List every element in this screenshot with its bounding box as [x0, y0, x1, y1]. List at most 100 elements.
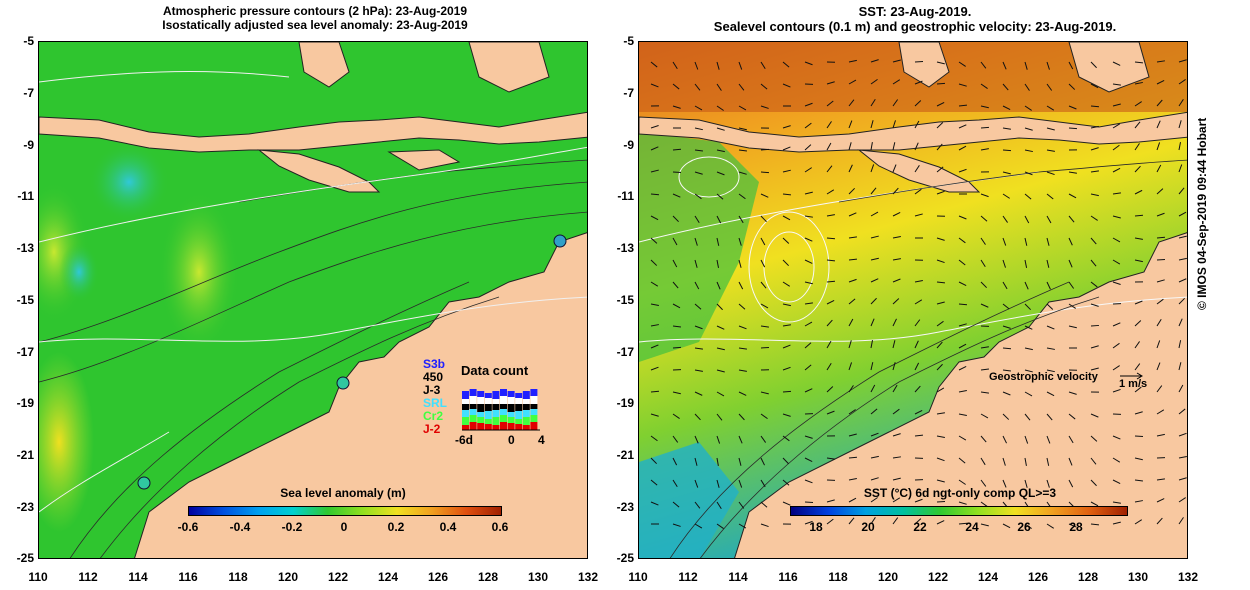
data-count-bar-segment [530, 396, 538, 404]
velocity-arrow [914, 280, 923, 283]
data-count-bar-segment [522, 417, 530, 425]
velocity-arrow [694, 413, 701, 421]
velocity-arrow [848, 385, 854, 393]
cold-water-southwest [639, 442, 739, 558]
velocity-arrow [738, 281, 744, 290]
velocity-arrow [1134, 341, 1140, 349]
velocity-arrow [1178, 211, 1187, 217]
velocity-arrow [716, 479, 720, 488]
velocity-arrow [936, 387, 945, 393]
velocity-arrow [782, 237, 790, 244]
sla-colorbar-label: -0.2 [281, 520, 303, 534]
velocity-arrow [1178, 120, 1182, 129]
velocity-arrow [650, 125, 659, 129]
velocity-arrow [980, 105, 989, 109]
velocity-arrow [936, 143, 943, 151]
velocity-arrow [980, 193, 989, 198]
velocity-arrow [1068, 105, 1077, 110]
data-count-bar-segment [484, 411, 492, 419]
velocity-arrow [958, 343, 967, 349]
data-count-bar-segment [507, 391, 515, 397]
velocity-arrow [1156, 236, 1166, 239]
sla-colorbar-label: 0.6 [491, 520, 509, 534]
velocity-arrow [826, 340, 832, 349]
velocity-arrow [1090, 281, 1098, 288]
velocity-arrow [804, 388, 813, 393]
velocity-arrow [1134, 61, 1144, 64]
velocity-arrow [804, 259, 813, 264]
velocity-arrow [1178, 257, 1187, 261]
velocity-arrow [782, 413, 791, 417]
sea-level-anomaly-map [38, 41, 588, 559]
y-tick-label: -25 [16, 551, 34, 565]
velocity-arrow [716, 237, 720, 246]
y-tick-label: -5 [23, 34, 34, 48]
velocity-arrow [782, 501, 791, 506]
velocity-arrow [914, 518, 922, 525]
velocity-arrow [1112, 501, 1121, 504]
velocity-arrow [848, 212, 857, 217]
velocity-arrow [1178, 408, 1186, 415]
velocity-arrow [672, 435, 679, 443]
velocity-arrow [1112, 215, 1121, 219]
velocity-arrow [936, 320, 944, 327]
velocity-arrow [1090, 259, 1097, 267]
velocity-arrow [826, 280, 836, 283]
y-tick-label: -19 [16, 396, 34, 410]
velocity-arrow [848, 99, 855, 107]
velocity-arrow [1002, 413, 1010, 420]
sulawesi-fragment [898, 42, 950, 88]
velocity-arrow [1134, 259, 1143, 263]
velocity-arrow [980, 83, 988, 89]
velocity-arrow [672, 105, 681, 109]
velocity-arrow [892, 142, 896, 151]
velocity-arrow [738, 237, 742, 246]
velocity-arrow [738, 215, 744, 224]
velocity-arrow [760, 325, 769, 328]
velocity-arrow [694, 149, 704, 152]
velocity-arrow [980, 346, 989, 349]
data-count-bar-segment [507, 397, 515, 404]
velocity-arrow [1068, 413, 1076, 420]
y-tick-label: -11 [17, 189, 34, 203]
velocity-arrow [760, 215, 767, 223]
velocity-arrow [1090, 324, 1100, 327]
velocity-arrow [936, 341, 943, 349]
velocity-arrow [936, 520, 945, 525]
velocity-arrow [1046, 347, 1055, 350]
velocity-arrow [738, 83, 745, 91]
velocity-arrow [848, 456, 858, 459]
velocity-arrow [892, 408, 900, 415]
data-count-bar-segment [484, 393, 492, 398]
velocity-arrow [650, 501, 659, 506]
data-count-bar-segment [530, 409, 538, 415]
velocity-arrow [1134, 320, 1142, 327]
velocity-arrow [1002, 347, 1012, 350]
velocity-arrow [716, 413, 723, 421]
velocity-arrow [1002, 149, 1012, 152]
data-count-bar-segment [522, 425, 530, 430]
velocity-arrow [782, 457, 789, 465]
velocity-arrow [672, 523, 681, 527]
data-count-bar-segment [492, 399, 500, 404]
velocity-arrow [804, 144, 812, 151]
data-count-bar-segment [515, 424, 523, 430]
velocity-arrow [1156, 60, 1165, 63]
x-tick-label: 132 [1177, 570, 1199, 584]
velocity-arrow [958, 457, 966, 464]
timor-island [857, 149, 981, 193]
velocity-arrow [1090, 367, 1099, 371]
mission-j3-label: J-3 [423, 383, 441, 397]
velocity-arrow [980, 259, 986, 268]
velocity-arrow [650, 413, 659, 417]
velocity-arrow [1112, 237, 1121, 243]
velocity-arrow [760, 303, 769, 309]
velocity-arrow [1002, 391, 1011, 396]
velocity-arrow [958, 124, 967, 129]
velocity-arrow [848, 187, 855, 195]
y-tick-label: -7 [23, 86, 34, 100]
velocity-arrow [1134, 363, 1141, 371]
velocity-arrow [936, 479, 945, 483]
velocity-arrow [1090, 457, 1097, 465]
velocity-arrow [936, 363, 943, 371]
